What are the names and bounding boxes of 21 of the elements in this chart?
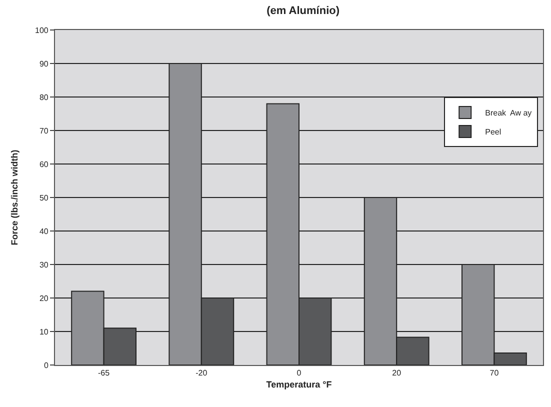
y-tick-label: 60 (39, 160, 49, 169)
y-tick-label: 30 (39, 260, 49, 270)
x-tick-label: 0 (296, 368, 302, 378)
y-tick-label: 0 (44, 360, 49, 370)
chart-title: (em Alumínio) (266, 4, 340, 17)
y-tick-label: 50 (39, 193, 49, 202)
x-tick-label: 20 (392, 368, 402, 378)
legend-label: Peel (485, 128, 502, 137)
x-tick-label: 70 (490, 368, 500, 378)
x-axis-title: Temperatura °F (266, 379, 332, 390)
y-tick-label: 70 (39, 126, 49, 136)
y-tick-label: 100 (35, 26, 49, 35)
y-tick-label: 90 (39, 59, 49, 68)
y-tick-label: 20 (39, 294, 49, 303)
y-tick-label: 80 (39, 92, 49, 102)
x-tick-label: -20 (196, 368, 208, 378)
x-tick-label: -65 (98, 368, 110, 378)
y-axis-title: Force (lbs./inch width) (9, 150, 20, 246)
y-tick-label: 40 (39, 226, 49, 236)
legend-label: Break Aw ay (485, 108, 532, 118)
y-tick-label: 10 (39, 327, 49, 336)
